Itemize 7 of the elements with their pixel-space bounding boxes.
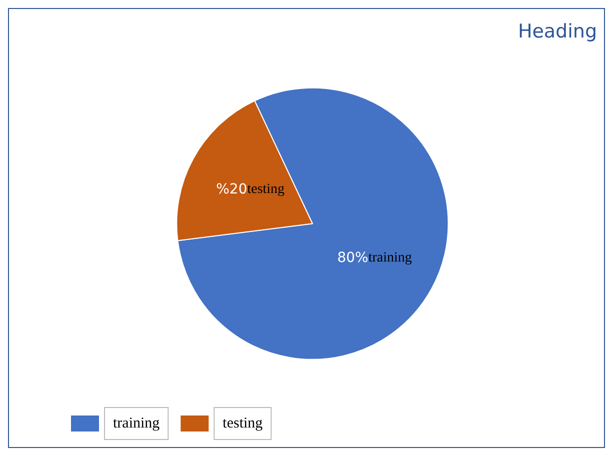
legend-label: testing	[222, 416, 264, 432]
legend-label: training	[113, 416, 160, 432]
text: Heading	[518, 20, 597, 42]
slice-label: training	[368, 250, 412, 266]
data-label: %20	[216, 181, 248, 198]
slice-label: testing	[247, 182, 285, 197]
data-label: 80%	[337, 250, 368, 266]
